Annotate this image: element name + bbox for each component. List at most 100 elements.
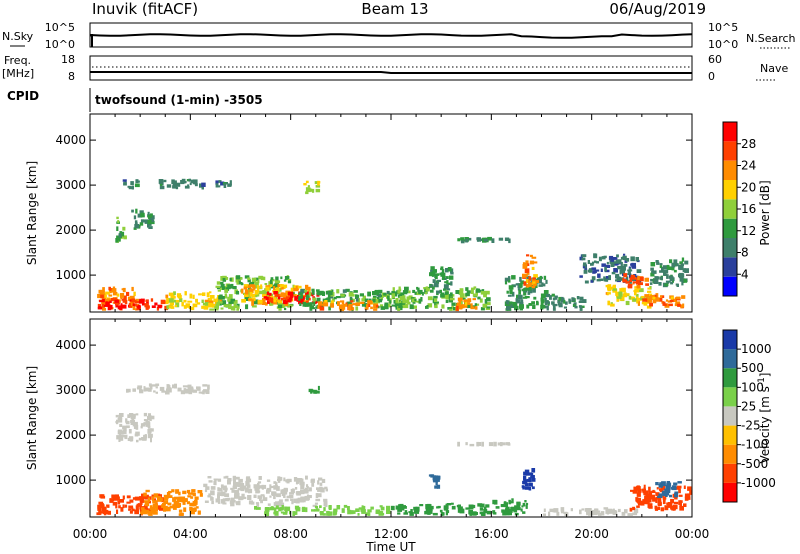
velocity-region-2-cell <box>280 489 283 494</box>
power-region-8-cell <box>445 294 449 297</box>
power-region-19-cell <box>671 262 676 268</box>
power-region-8-cell <box>449 308 453 311</box>
power-region-1-cell <box>114 299 120 304</box>
power-region-3-cell <box>219 294 223 300</box>
velocity-region-5-cell <box>432 475 436 480</box>
velocity-region-12-cell <box>115 414 118 418</box>
velocity-region-7-cell <box>510 507 513 512</box>
power-region-8-cell <box>404 303 409 309</box>
power-region-1-cell <box>137 304 141 309</box>
velocity-region-11-cell <box>671 485 677 491</box>
power-region-3-cell <box>219 287 223 290</box>
velocity-region-10-cell <box>632 506 636 511</box>
power-region-15-cell <box>594 260 597 263</box>
power-region-8-cell <box>417 287 420 292</box>
velocity-region-0-cell <box>111 494 117 499</box>
power-region-21-cell <box>133 227 137 230</box>
velocity-region-2-cell <box>207 476 212 479</box>
power-region-6-cell <box>315 306 319 309</box>
velocity-region-2-cell <box>324 486 328 490</box>
velocity-region-3-cell <box>336 505 341 510</box>
velocity-region-3-cell <box>341 508 345 513</box>
velocity-region-2-cell <box>300 484 305 490</box>
velocity-region-3-cell <box>347 506 350 511</box>
power-region-3-cell <box>217 289 221 292</box>
power-region-6-cell <box>372 298 376 303</box>
velocity-region-0-cell <box>99 503 104 509</box>
power-region-17-cell <box>627 285 631 288</box>
power-region-0-cell <box>135 299 140 304</box>
power-region-12-cell <box>518 289 521 295</box>
power-region-14-cell <box>542 304 546 309</box>
beam-title: Beam 13 <box>361 0 428 18</box>
power-colorbar-tick-label: 8 <box>741 246 749 260</box>
velocity-region-10-cell <box>636 505 640 508</box>
power-region-7-cell <box>319 304 322 309</box>
velocity-region-9-cell <box>621 511 626 516</box>
velocity-region-1-cell <box>187 495 192 498</box>
velocity-region-11-cell <box>666 491 670 496</box>
power-region-4-cell <box>251 300 254 306</box>
velocity-region-12-cell <box>148 428 152 433</box>
power-region-0-cell <box>108 286 111 291</box>
power-region-21-cell <box>141 219 146 223</box>
power-region-3-cell <box>225 294 228 299</box>
velocity-region-1-cell <box>186 501 190 505</box>
power-region-14-cell <box>579 306 583 311</box>
power-region-8-cell <box>486 297 491 302</box>
velocity-region-1-cell <box>152 503 157 507</box>
power-region-12-cell <box>508 276 511 280</box>
velocity-region-11-cell <box>674 491 679 495</box>
power-region-1-cell <box>132 303 135 307</box>
power-region-12-cell <box>507 294 512 297</box>
velocity-region-1-cell <box>172 497 175 502</box>
power-region-0-cell <box>131 286 134 292</box>
velocity-region-3-cell <box>293 511 298 515</box>
power-region-16-cell <box>636 297 639 302</box>
velocity-region-8-cell <box>521 485 525 488</box>
velocity-region-2-cell <box>248 490 250 494</box>
velocity-region-1-cell <box>141 509 147 514</box>
velocity-region-4-cell <box>415 506 420 512</box>
velocity-region-13-cell <box>207 384 210 390</box>
velocity-region-12-cell <box>127 414 131 418</box>
velocity-region-9-cell <box>579 509 582 515</box>
power-region-24-cell <box>311 188 315 193</box>
velocity-region-2-cell <box>317 480 320 485</box>
velocity-region-10-cell <box>637 502 643 506</box>
velocity-region-0-cell <box>115 505 118 509</box>
velocity-region-3-cell <box>343 504 348 508</box>
velocity-region-2-cell <box>214 480 217 486</box>
sky-left-tick-top: 10^5 <box>45 21 75 34</box>
power-region-10-cell <box>456 305 459 311</box>
velocity-region-10-cell <box>664 505 669 511</box>
power-region-14-cell <box>558 302 563 308</box>
power-region-2-cell <box>212 303 217 307</box>
velocity-region-9-cell <box>581 508 585 511</box>
power-region-12-cell <box>540 300 544 306</box>
power-region-11-cell <box>460 239 465 244</box>
power-region-3-cell <box>273 284 278 289</box>
velocity-region-9-cell <box>592 512 598 516</box>
freq-left-label-1: Freq. <box>4 54 31 67</box>
power-region-1-cell <box>128 303 131 307</box>
velocity-region-2-cell <box>305 487 308 492</box>
velocity-region-2-cell <box>218 487 223 492</box>
power-region-13-cell <box>533 274 538 278</box>
power-region-16-cell <box>616 298 620 302</box>
velocity-region-2-cell <box>262 497 268 501</box>
power-region-17-cell <box>630 275 636 280</box>
velocity-region-8-cell <box>525 483 529 487</box>
velocity-colorbar-segment <box>723 482 737 502</box>
power-region-15-cell <box>581 254 587 257</box>
power-region-18-cell <box>644 294 649 298</box>
velocity-region-1-cell <box>190 510 195 515</box>
power-region-19-cell <box>663 271 667 276</box>
power-region-25-cell <box>229 180 232 186</box>
power-region-8-cell <box>420 297 423 302</box>
power-region-19-cell <box>655 260 659 263</box>
power-region-19-cell <box>675 283 678 286</box>
power-region-1-cell <box>144 303 149 308</box>
power-region-8-cell <box>466 304 471 309</box>
